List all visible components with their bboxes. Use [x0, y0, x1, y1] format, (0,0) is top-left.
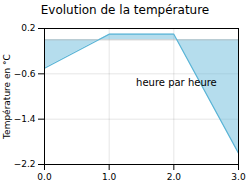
svg-text:Température en °C: Température en °C: [2, 54, 12, 140]
svg-text:3.0: 3.0: [231, 172, 246, 182]
svg-text:0.0: 0.0: [37, 172, 52, 182]
svg-text:1.0: 1.0: [102, 172, 117, 182]
svg-text:−1.4: −1.4: [14, 114, 36, 124]
svg-text:2.0: 2.0: [167, 172, 182, 182]
svg-text:0.2: 0.2: [21, 23, 35, 33]
html-text:Evolution de la température: Evolution de la température: [40, 3, 210, 17]
svg-text:−2.2: −2.2: [14, 159, 36, 169]
svg-text:heure par heure: heure par heure: [136, 77, 217, 88]
svg-text:−0.6: −0.6: [14, 69, 36, 79]
